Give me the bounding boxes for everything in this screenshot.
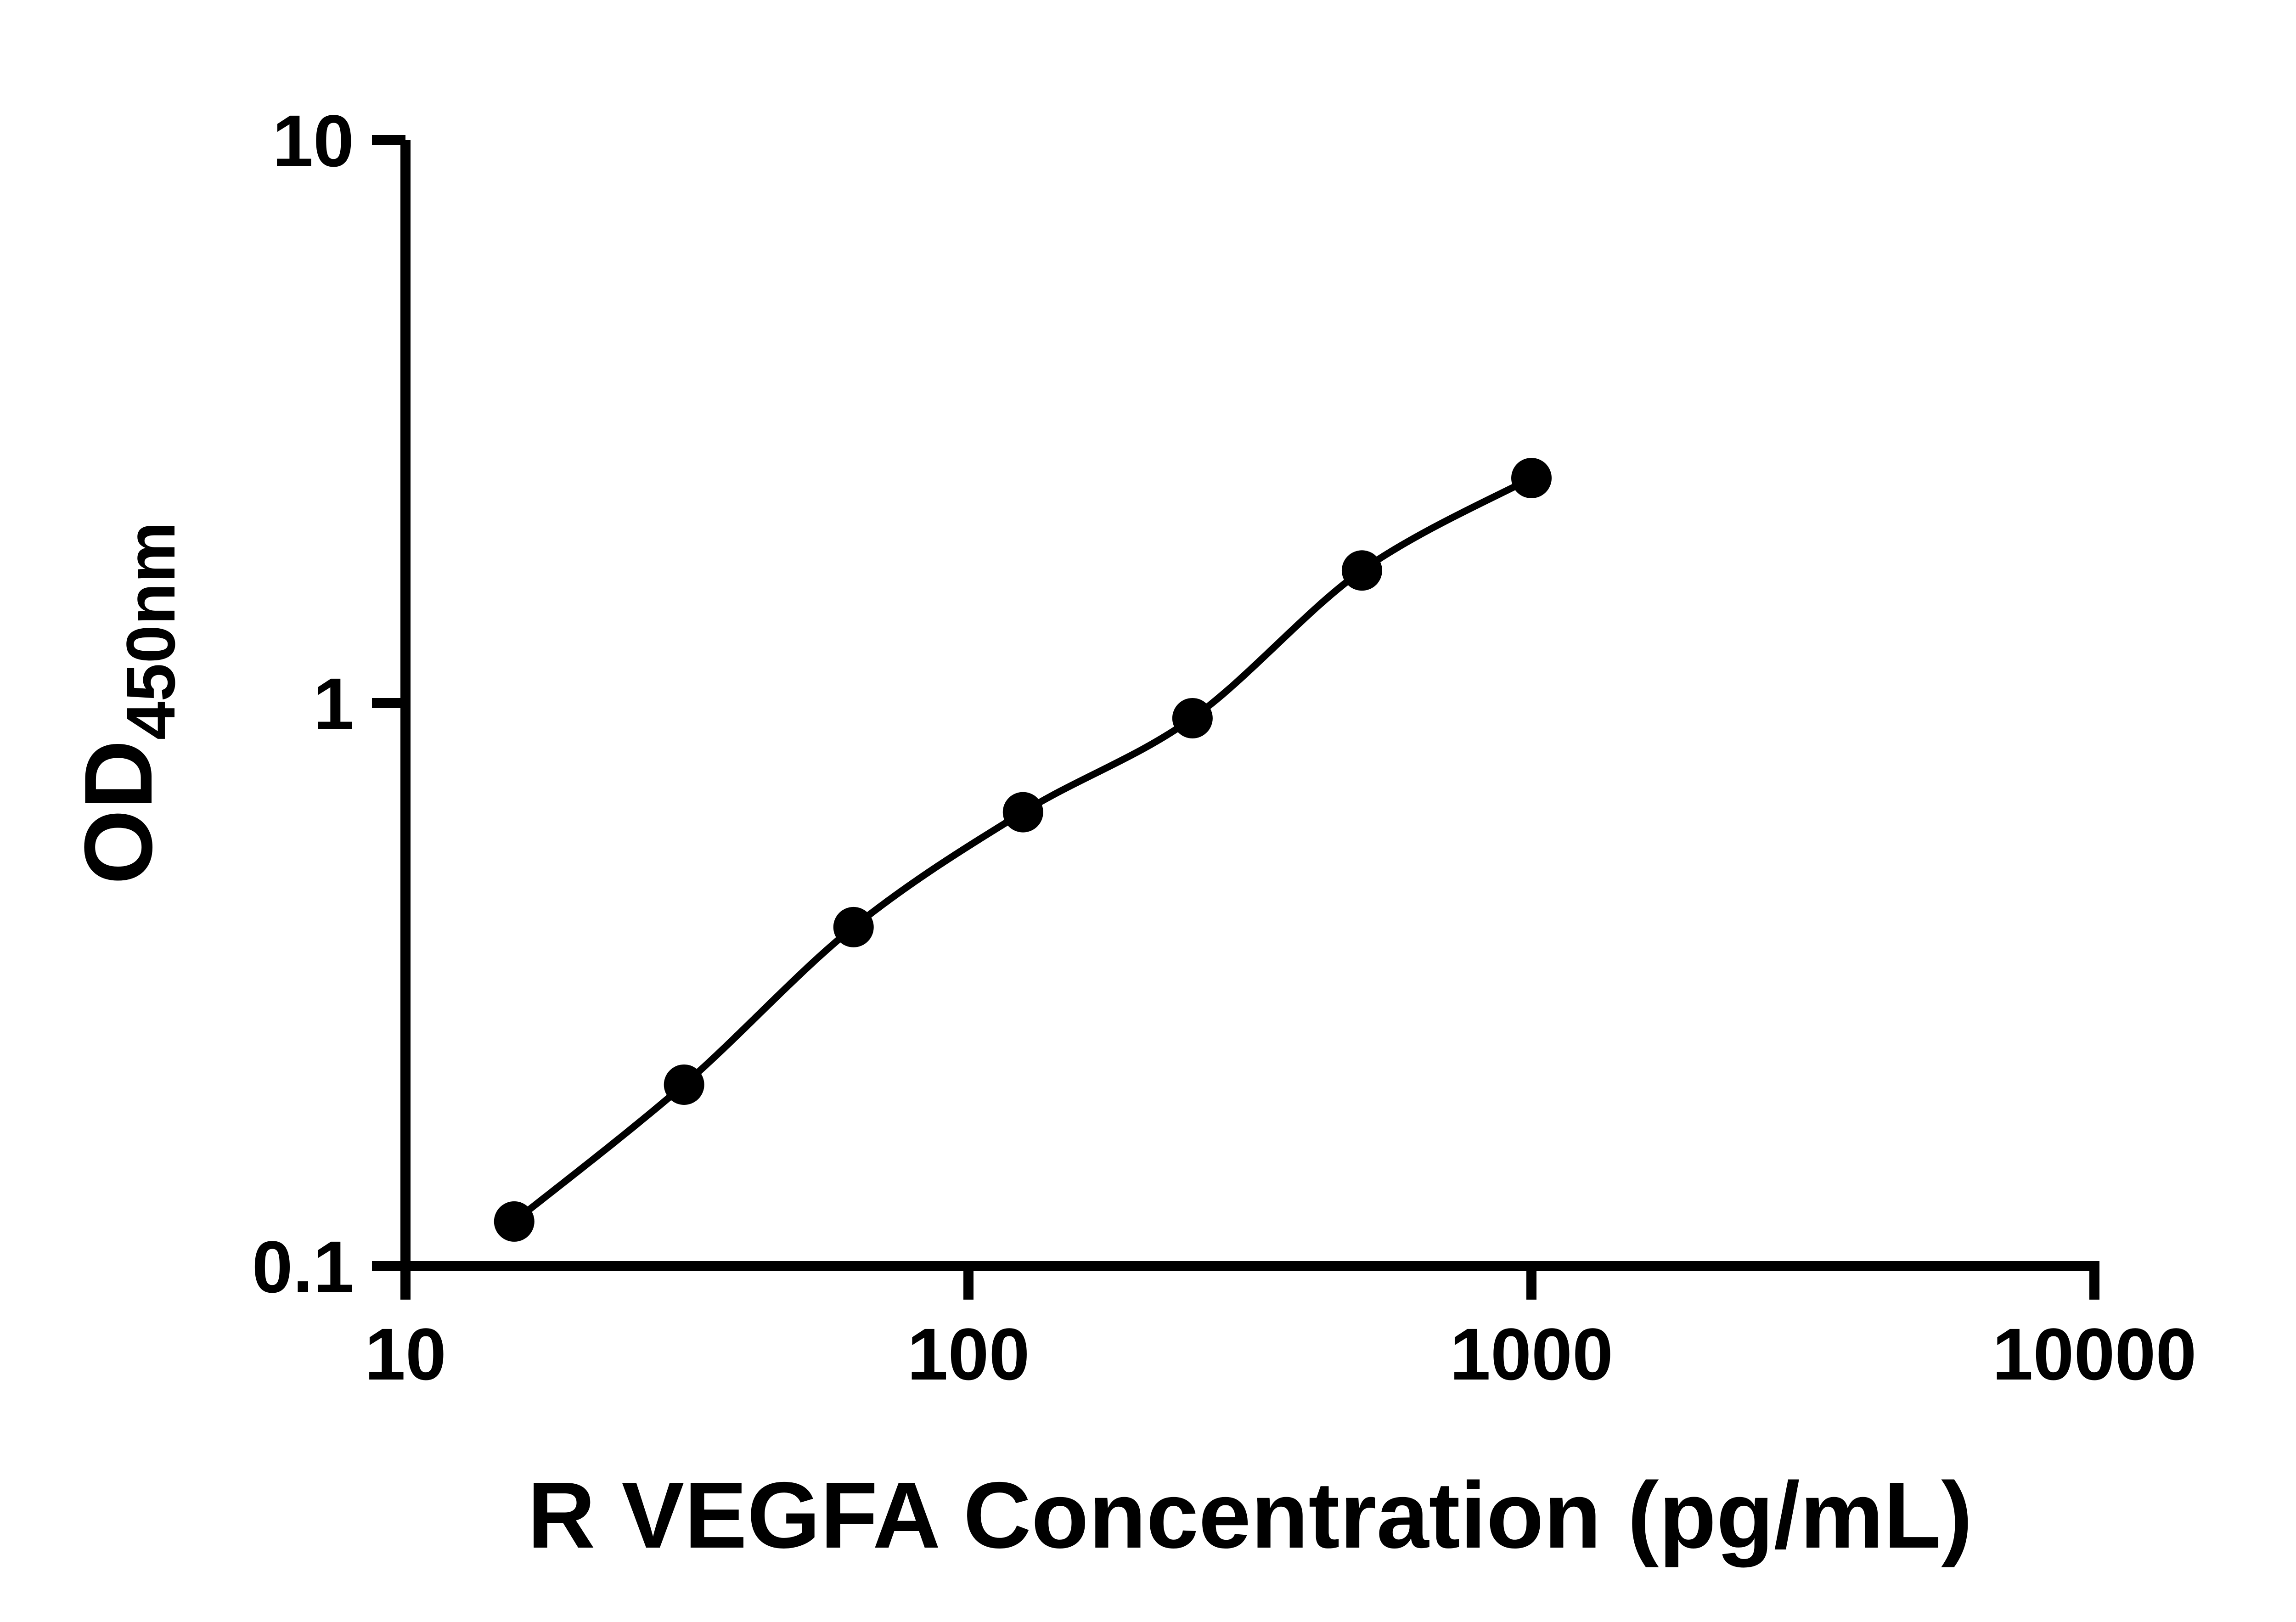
y-tick-label: 1 (313, 663, 354, 745)
plot-area: 10 100 1000 10000 0.1 1 10 (252, 100, 2197, 1395)
data-point (664, 1064, 704, 1105)
x-tick-label: 10 (365, 1313, 446, 1395)
x-tick-label: 100 (907, 1313, 1030, 1395)
data-point (1341, 550, 1382, 591)
y-axis-title-subscript: 450nm (112, 522, 189, 740)
data-point (1511, 458, 1552, 498)
y-axis-title: OD450nm (64, 522, 189, 884)
x-tick-label: 1000 (1450, 1313, 1613, 1395)
y-axis-title-main: OD (64, 740, 172, 884)
x-axis-title: R VEGFA Concentration (pg/mL) (527, 1463, 1972, 1568)
y-tick-label: 0.1 (252, 1226, 354, 1308)
data-point (1172, 698, 1213, 738)
data-point (494, 1201, 535, 1242)
x-tick-label: 10000 (1992, 1313, 2197, 1395)
y-tick-label: 10 (272, 100, 354, 182)
fit-curve (512, 475, 1533, 1224)
data-point (833, 907, 874, 947)
data-point (1002, 792, 1043, 833)
